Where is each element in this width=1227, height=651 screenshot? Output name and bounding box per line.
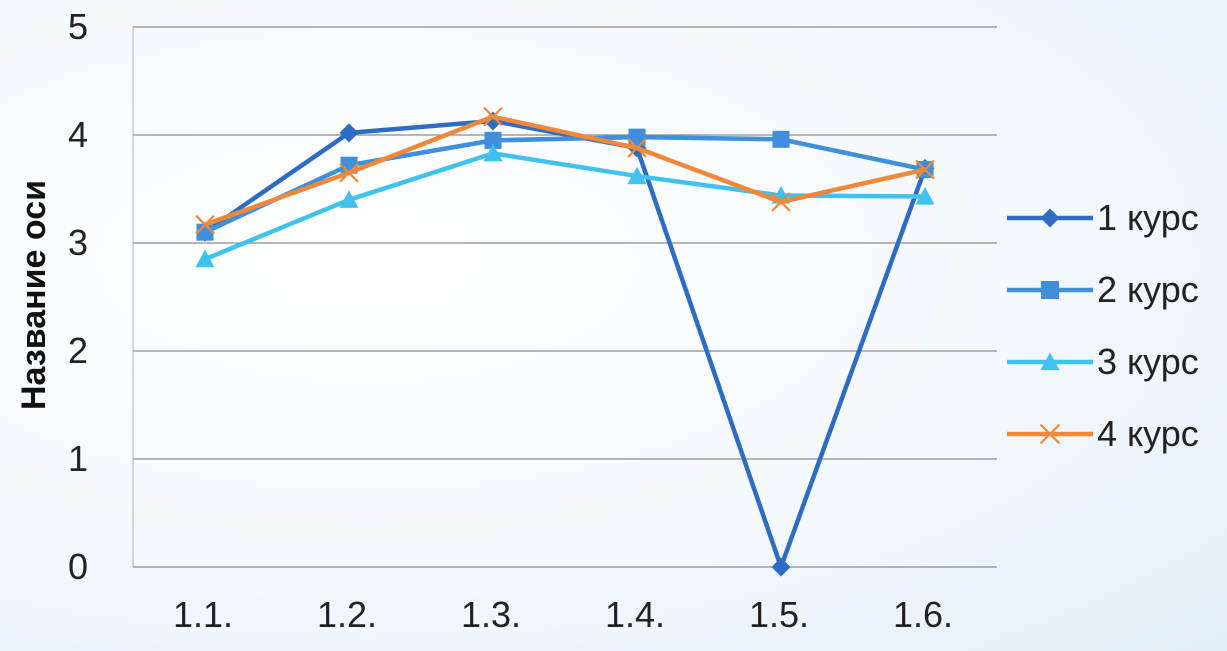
x-tick-label: 1.6. xyxy=(893,594,953,635)
y-axis-ticks: 0 1 2 3 4 5 xyxy=(68,6,88,587)
x-tick-label: 1.4. xyxy=(605,594,665,635)
x-tick-label: 1.3. xyxy=(461,594,521,635)
square-marker xyxy=(1041,281,1059,299)
triangle-marker xyxy=(195,249,215,268)
diamond-marker xyxy=(1040,208,1060,228)
y-tick-label: 2 xyxy=(68,330,88,371)
y-tick-label: 4 xyxy=(68,114,88,155)
x-marker xyxy=(915,159,935,180)
legend: 1 курс 2 курс 3 курс 4 курс xyxy=(1007,197,1199,454)
x-marker xyxy=(483,106,503,127)
triangle-marker xyxy=(339,190,359,208)
x-marker xyxy=(627,138,647,158)
square-marker xyxy=(196,223,214,241)
square-marker xyxy=(772,130,790,148)
legend-item: 3 курс xyxy=(1007,341,1199,382)
triangle-marker xyxy=(915,187,935,205)
x-marker xyxy=(771,192,791,212)
x-axis-ticks: 1.1. 1.2. 1.3. 1.4. 1.5. 1.6. xyxy=(173,594,953,635)
legend-label: 3 курс xyxy=(1097,341,1199,382)
x-marker xyxy=(339,163,359,183)
triangle-marker xyxy=(483,143,503,162)
legend-label: 1 курс xyxy=(1097,197,1199,238)
y-tick-label: 5 xyxy=(68,6,88,47)
diamond-marker xyxy=(339,123,359,143)
legend-item: 1 курс xyxy=(1007,197,1199,238)
legend-item: 4 курс xyxy=(1007,413,1199,454)
x-tick-label: 1.5. xyxy=(749,594,809,635)
y-tick-label: 3 xyxy=(68,222,88,263)
x-tick-label: 1.1. xyxy=(173,594,233,635)
y-tick-label: 1 xyxy=(68,438,88,479)
x-marker xyxy=(1039,423,1061,445)
y-tick-label: 0 xyxy=(68,546,88,587)
square-marker xyxy=(628,128,646,146)
y-axis-title: Название оси xyxy=(15,180,53,410)
legend-label: 4 курс xyxy=(1097,413,1199,454)
series-1 xyxy=(195,111,935,577)
x-marker xyxy=(195,214,215,235)
legend-item: 2 курс xyxy=(1007,269,1199,310)
series-group xyxy=(195,106,935,577)
series-2 xyxy=(196,128,934,241)
triangle-marker xyxy=(627,166,647,185)
grid-lines xyxy=(132,26,997,568)
square-marker xyxy=(484,131,502,149)
triangle-marker xyxy=(1040,352,1060,371)
diamond-marker xyxy=(771,557,791,577)
x-tick-label: 1.2. xyxy=(317,594,377,635)
series-4 xyxy=(195,106,935,235)
series-line xyxy=(204,134,926,235)
legend-label: 2 курс xyxy=(1097,269,1199,310)
series-line xyxy=(204,114,926,227)
